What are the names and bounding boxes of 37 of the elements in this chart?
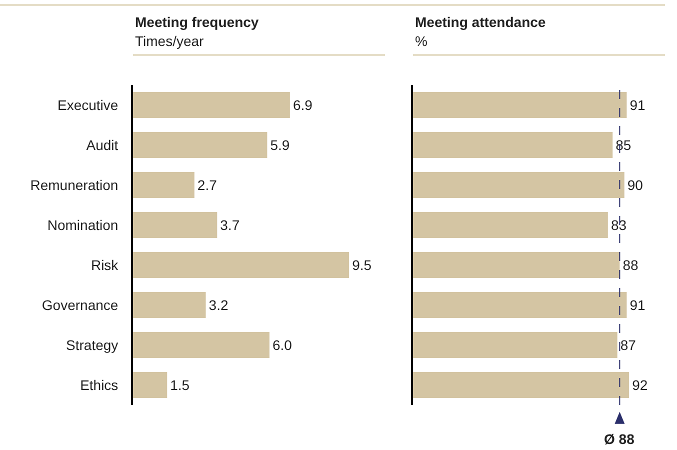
chart-title: Meeting frequency xyxy=(135,14,259,30)
bar xyxy=(133,172,194,198)
data-label: 2.7 xyxy=(197,177,218,194)
chart-subtitle: Times/year xyxy=(135,33,204,49)
data-label: 5.9 xyxy=(270,137,290,154)
y-tick-label: Risk xyxy=(90,256,120,273)
bar xyxy=(133,332,270,358)
data-label: 6.9 xyxy=(292,97,313,114)
data-label: 6.0 xyxy=(272,337,292,354)
data-label: 83 xyxy=(610,217,627,234)
bar xyxy=(133,292,206,318)
y-tick-label: Ethics xyxy=(80,376,118,393)
bar xyxy=(133,92,290,118)
data-label: 87 xyxy=(620,337,636,354)
chart-title: Meeting attendance xyxy=(415,14,546,30)
data-label: 88 xyxy=(622,257,638,274)
chart-subtitle: % xyxy=(415,33,428,49)
ref-line-label: Ø 88 xyxy=(604,431,635,447)
bar xyxy=(133,252,350,278)
data-label: 9.5 xyxy=(352,257,372,274)
data-label: 90 xyxy=(627,177,644,194)
data-label: 85 xyxy=(616,137,632,154)
bar xyxy=(133,212,218,238)
data-label: 1.5 xyxy=(170,377,190,394)
y-tick-label: Nomination xyxy=(47,216,118,233)
y-tick-label: Audit xyxy=(86,136,118,153)
data-label: 3.2 xyxy=(208,297,228,314)
bar xyxy=(133,132,268,158)
y-tick-label: Executive xyxy=(57,96,118,113)
data-label: 91 xyxy=(630,97,646,114)
y-tick-label: Strategy xyxy=(66,336,118,353)
bar xyxy=(133,372,168,398)
data-label: 91 xyxy=(630,297,646,314)
data-label: 3.7 xyxy=(220,217,240,234)
data-label: 92 xyxy=(632,377,648,394)
y-tick-label: Remuneration xyxy=(30,176,118,193)
y-tick-label: Governance xyxy=(42,296,118,313)
